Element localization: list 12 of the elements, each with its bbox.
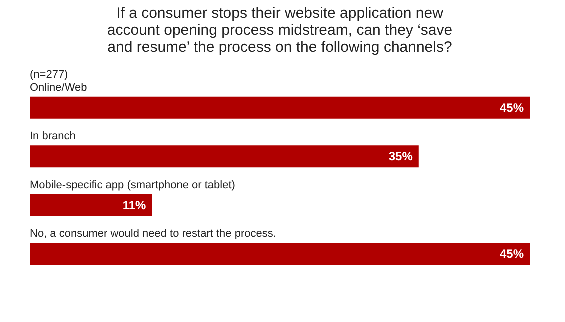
y-tick-label: Mobile-specific app (smartphone or tablet) — [30, 179, 236, 192]
data-label: 35% — [388, 150, 414, 164]
text: account opening process midstream, can they ‘save — [107, 22, 453, 39]
y-tick-label: No, a consumer would need to restart the process. — [30, 228, 276, 240]
y-tick-label: In branch — [30, 130, 76, 143]
text: and resume’ the process on the following channels? — [108, 39, 452, 56]
data-label: 11% — [122, 198, 147, 212]
text: If a consumer stops their website application new — [116, 5, 444, 22]
y-tick-label: Online/Web — [30, 82, 88, 94]
data-label: 45% — [500, 247, 524, 262]
data-label: 45% — [500, 100, 524, 115]
annotation: (n=277) — [30, 69, 68, 81]
